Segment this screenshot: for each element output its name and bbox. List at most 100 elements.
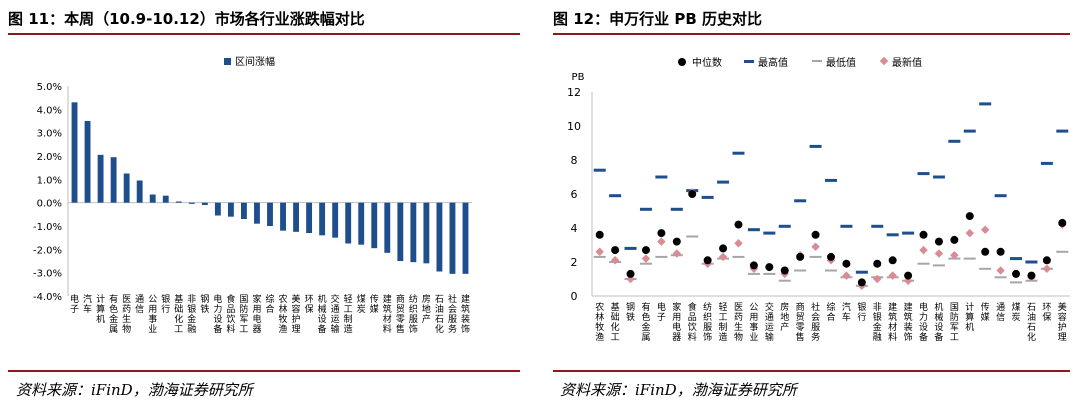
x-tick-label: 综合	[265, 293, 274, 315]
x-tick-label: 非银金融	[873, 301, 882, 343]
x-tick-label: 农林牧渔	[595, 301, 604, 343]
left-source-note: 资料来源：iFinD，渤海证券研究所	[16, 381, 253, 399]
x-tick-label: 银行	[857, 301, 866, 323]
x-tick-label: 交通运输	[765, 301, 774, 343]
bar	[462, 202, 469, 274]
bar	[319, 202, 326, 236]
x-tick-label: 建筑材料	[383, 293, 392, 335]
legend-min-label: 最低值	[826, 56, 856, 69]
bar	[280, 202, 286, 231]
bar	[110, 157, 117, 203]
x-tick-label: 汽车	[842, 301, 851, 323]
x-tick-label: 建筑装饰	[904, 301, 913, 343]
x-tick-label: 农林牧渔	[279, 293, 288, 335]
bar	[397, 202, 404, 261]
y-tick-label: 2	[571, 256, 578, 269]
y-tick-label: 0.0%	[37, 199, 62, 210]
latest-marker	[1042, 264, 1052, 274]
bar	[358, 202, 365, 245]
max-marker	[670, 207, 683, 211]
x-tick-label: 基础化工	[611, 301, 620, 343]
min-marker	[732, 255, 745, 258]
max-marker	[747, 228, 760, 232]
bar	[227, 202, 234, 217]
y-tick-label: 12	[567, 86, 581, 99]
max-marker	[1025, 260, 1038, 264]
latest-marker	[610, 256, 620, 265]
bar	[306, 202, 313, 233]
median-marker	[703, 256, 712, 265]
bar	[254, 202, 260, 224]
legend-swatch	[224, 58, 231, 65]
max-marker	[886, 233, 899, 237]
x-tick-label: 基础化工	[174, 293, 183, 335]
bar	[241, 202, 247, 219]
min-marker	[655, 255, 668, 258]
bar	[162, 195, 169, 203]
median-marker	[765, 263, 774, 272]
median-marker	[780, 266, 789, 275]
median-marker	[641, 246, 650, 255]
min-marker	[1056, 250, 1069, 253]
bar	[410, 202, 417, 263]
latest-marker	[888, 271, 897, 280]
latest-marker	[950, 250, 959, 260]
legend-max-label: 最高值	[758, 56, 788, 69]
min-marker	[994, 276, 1007, 279]
median-marker	[811, 230, 820, 239]
median-marker	[827, 252, 835, 261]
max-marker	[825, 178, 837, 182]
min-marker	[963, 257, 976, 260]
x-tick-label: 汽车	[83, 293, 92, 315]
x-tick-label: 传媒	[981, 301, 990, 323]
max-marker	[778, 224, 791, 228]
y-tick-label: -4.0%	[33, 292, 62, 303]
max-marker	[871, 224, 884, 228]
bar	[423, 202, 430, 264]
max-marker	[701, 195, 714, 199]
x-tick-label: 商贸零售	[396, 293, 405, 335]
x-tick-label: 纺织服饰	[703, 301, 712, 343]
x-tick-label: 计算机	[965, 301, 974, 333]
latest-marker	[934, 249, 944, 258]
latest-marker	[980, 225, 990, 234]
max-marker	[932, 175, 945, 179]
max-marker	[979, 102, 992, 106]
x-tick-label: 通信	[996, 302, 1005, 323]
left-title-rule	[8, 33, 520, 35]
min-marker	[979, 267, 992, 270]
x-tick-label: 环保	[1042, 302, 1051, 323]
bar	[84, 121, 91, 203]
y-tick-label: -3.0%	[33, 269, 62, 280]
y-tick-label: 5.0%	[37, 82, 62, 93]
median-marker	[657, 229, 666, 238]
y-tick-label: 4.0%	[37, 105, 62, 116]
latest-marker	[965, 228, 975, 238]
x-tick-label: 公用事业	[749, 302, 758, 343]
median-marker	[950, 235, 959, 244]
right-chart-title: 图 12：申万行业 PB 历史对比	[553, 10, 762, 28]
median-marker	[873, 259, 882, 268]
min-marker	[932, 264, 945, 267]
x-tick-label: 电子	[70, 293, 79, 315]
x-tick-label: 公用事业	[148, 294, 157, 335]
right-source-rule	[553, 370, 1070, 372]
min-marker	[809, 255, 822, 258]
bar	[149, 194, 156, 203]
max-marker	[840, 224, 853, 228]
bar	[71, 102, 78, 203]
max-marker	[717, 180, 730, 184]
median-marker	[595, 230, 604, 239]
x-tick-label: 食品饮料	[226, 293, 235, 335]
median-marker	[842, 259, 851, 268]
pb-chart: 中位数 最高值 最低值 最新值 PB 0 2 4 6 8 10 12 农林牧渔基础化工钢铁有色金属电子家…	[567, 56, 1070, 343]
latest-marker	[919, 245, 928, 255]
x-tick-label: 房地产	[780, 301, 789, 333]
x-tick-label: 有色金属	[109, 293, 118, 335]
bar	[384, 202, 391, 253]
median-marker	[1012, 269, 1021, 278]
x-tick-label: 有色金属	[641, 301, 650, 343]
min-marker	[1010, 281, 1023, 284]
bar	[345, 202, 352, 244]
max-marker	[917, 172, 930, 176]
